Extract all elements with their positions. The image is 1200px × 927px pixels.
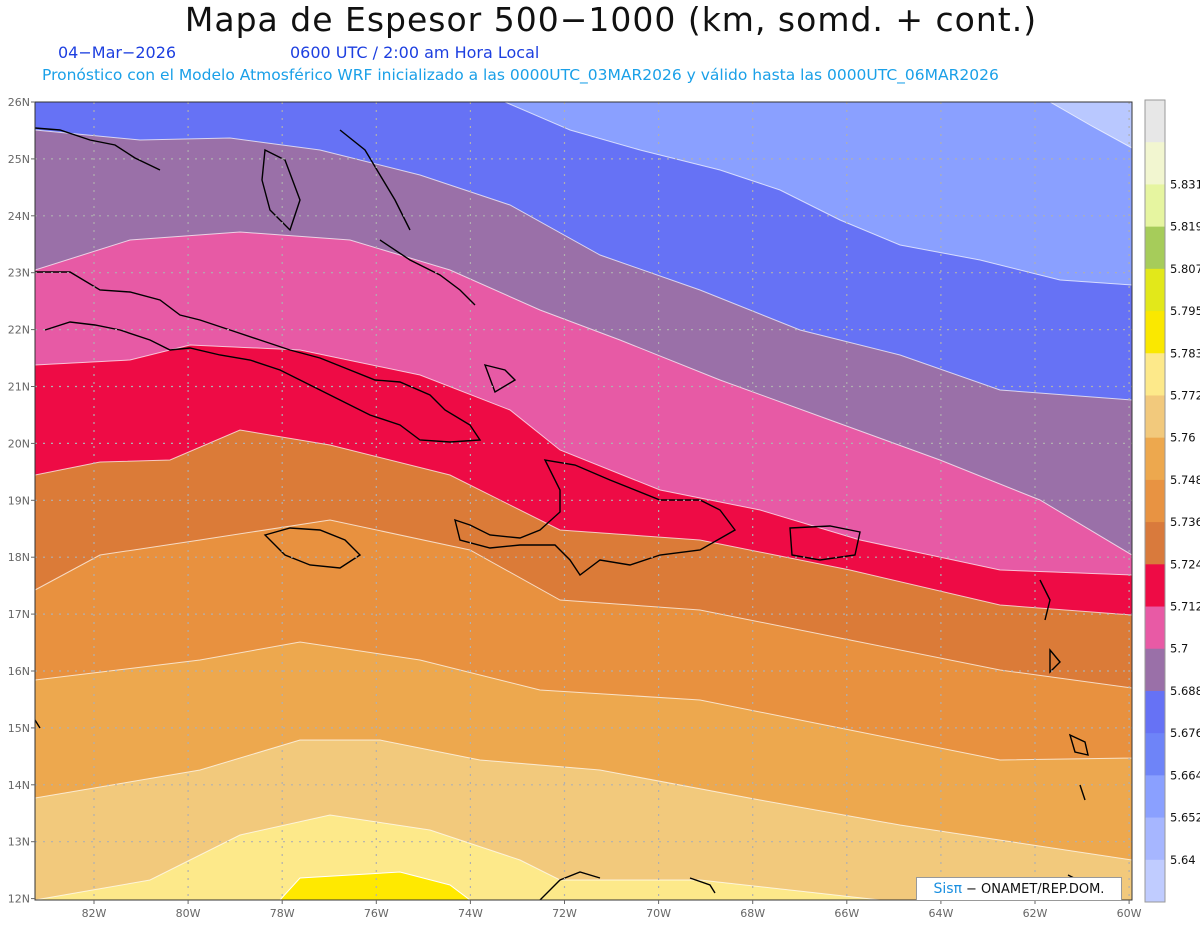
legend-value: 5.783: [1170, 346, 1200, 360]
legend-value: 5.795: [1170, 304, 1200, 318]
lon-label: 64W: [928, 907, 953, 920]
lat-label: 22N: [8, 324, 30, 337]
lon-label: 66W: [834, 907, 859, 920]
legend-value: 5.664: [1170, 768, 1200, 782]
legend-swatch: [1145, 100, 1165, 143]
lat-label: 18N: [8, 551, 30, 564]
legend-swatch: [1145, 606, 1165, 650]
legend-swatch: [1145, 142, 1165, 185]
legend-value: 5.688: [1170, 684, 1200, 698]
legend-value: 5.7: [1170, 642, 1188, 656]
legend-swatch: [1145, 522, 1165, 565]
lat-label: 23N: [8, 267, 30, 280]
longitude-labels: 82W 80W 78W 76W 74W 72W 70W 68W 66W 64W 62W 60W: [82, 900, 1142, 920]
credit-box: Sisπ − ONAMET/REP.DOM.: [916, 877, 1122, 901]
forecast-time: 0600 UTC / 2:00 am Hora Local: [290, 43, 540, 62]
lon-label: 68W: [740, 907, 765, 920]
legend-value: 5.724: [1170, 557, 1200, 571]
thickness-band-0: [279, 871, 471, 900]
lat-label: 26N: [8, 96, 30, 109]
coastline-11: [1068, 733, 1089, 756]
coastline-6: [339, 129, 411, 231]
lat-label: 21N: [8, 381, 30, 394]
legend-value: 5.831: [1170, 177, 1200, 191]
legend-value: 5.819: [1170, 220, 1200, 234]
coastline-10: [1049, 648, 1061, 674]
lon-label: 72W: [552, 907, 577, 920]
lon-label: 76W: [364, 907, 389, 920]
coastline-9: [1039, 579, 1051, 621]
legend-swatch: [1145, 268, 1165, 312]
legend-swatch: [1145, 775, 1165, 819]
thickness-band-11: [1048, 102, 1132, 149]
lat-label: 24N: [8, 210, 30, 223]
forecast-date: 04−Mar−2026: [58, 43, 177, 62]
lat-label: 25N: [8, 153, 30, 166]
legend-swatch: [1145, 226, 1165, 270]
lat-label: 15N: [8, 722, 30, 735]
legend-value: 5.652: [1170, 811, 1200, 825]
coastline-15: [689, 877, 716, 894]
lat-label: 13N: [8, 836, 30, 849]
legend-swatch: [1145, 437, 1165, 481]
legend-swatch: [1145, 817, 1165, 861]
legend-swatch: [1145, 184, 1165, 228]
coastline-8: [483, 363, 517, 394]
legend-swatch: [1145, 311, 1165, 354]
lat-lon-grid: [35, 102, 1132, 900]
legend-value: 5.772: [1170, 388, 1200, 402]
lon-label: 74W: [458, 907, 483, 920]
sispi-logo: Sisπ: [933, 881, 963, 897]
lon-label: 78W: [270, 907, 295, 920]
legend-value: 5.64: [1170, 853, 1196, 867]
lon-label: 70W: [646, 907, 671, 920]
coastline-5: [261, 148, 301, 232]
forecast-subtitle: Pronóstico con el Modelo Atmosférico WRF…: [42, 66, 999, 84]
coastline-1: [454, 459, 737, 577]
latitude-labels: 26N 25N 24N 23N 22N 21N 20N 19N 18N 17N 16N 15N 14N 1…: [8, 96, 35, 906]
lon-label: 80W: [176, 907, 201, 920]
coastline-0: [35, 271, 482, 443]
legend-value: 5.807: [1170, 262, 1200, 276]
legend-value: 5.676: [1170, 726, 1200, 740]
coastline-3: [789, 525, 861, 561]
thickness-bands: [35, 102, 1132, 900]
legend-swatch: [1145, 690, 1165, 734]
credit-text: − ONAMET/REP.DOM.: [966, 881, 1105, 897]
lat-label: 17N: [8, 608, 30, 621]
coastline-7: [379, 239, 476, 306]
legend-swatch: [1145, 353, 1165, 396]
legend-value: 5.736: [1170, 515, 1200, 529]
plot-frame: [34, 101, 1133, 901]
coastline-16: [35, 719, 41, 729]
lon-label: 82W: [82, 907, 107, 920]
legend-swatch: [1145, 395, 1165, 439]
coastline-2: [263, 527, 362, 569]
legend-swatch: [1145, 479, 1165, 523]
coastline-14: [539, 871, 601, 900]
coastlines: [35, 127, 1089, 900]
coastline-4: [35, 127, 161, 171]
lat-label: 12N: [8, 893, 30, 906]
lon-label: 60W: [1117, 907, 1142, 920]
coastline-12: [1079, 784, 1086, 801]
color-legend: 5.64 5.652 5.664 5.676 5.688 5.7 5.712 5.724 5.7…: [1144, 99, 1200, 903]
legend-value: 5.712: [1170, 600, 1200, 614]
legend-swatch: [1145, 564, 1165, 608]
legend-value: 5.76: [1170, 431, 1196, 445]
map-title: Mapa de Espesor 500−1000 (km, somd. + co…: [184, 0, 1038, 39]
lat-label: 19N: [8, 494, 30, 507]
legend-swatch: [1145, 859, 1165, 903]
lat-label: 16N: [8, 665, 30, 678]
legend-swatch: [1145, 648, 1165, 692]
legend-swatch: [1145, 733, 1165, 776]
thickness-band-10: [504, 102, 1132, 286]
lon-label: 62W: [1023, 907, 1048, 920]
lat-label: 20N: [8, 437, 30, 450]
lat-label: 14N: [8, 779, 30, 792]
legend-value: 5.748: [1170, 473, 1200, 487]
